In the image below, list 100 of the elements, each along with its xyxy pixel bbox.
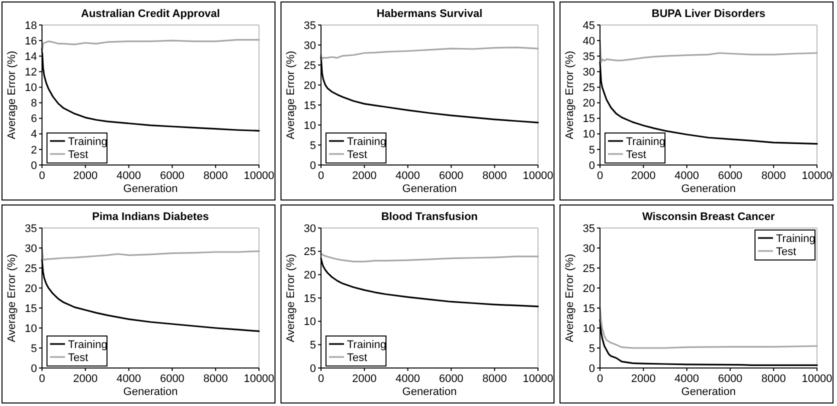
y-axis-title: Average Error (%) — [285, 254, 297, 342]
y-tick-label: 30 — [304, 222, 316, 235]
y-tick-label: 2 — [30, 144, 37, 156]
y-tick-label: 5 — [310, 340, 316, 352]
y-tick-label: 14 — [24, 50, 37, 63]
x-tick-label: 0 — [38, 373, 46, 385]
y-tick-label: 15 — [582, 113, 595, 126]
x-axis-title: Generation — [123, 183, 178, 195]
x-axis-title: Generation — [681, 386, 736, 398]
y-tick-label: 30 — [24, 242, 37, 255]
y-tick-label: 10 — [304, 120, 316, 132]
x-tick-label: 6000 — [438, 373, 464, 385]
x-tick-label: 6000 — [718, 170, 742, 182]
x-tick-label: 2000 — [73, 170, 98, 182]
y-tick-label: 20 — [582, 282, 595, 295]
y-tick-label: 5 — [30, 342, 37, 355]
y-tick-label: 0 — [30, 160, 37, 172]
y-tick-label: 0 — [588, 362, 595, 375]
y-axis-title: Average Error (%) — [285, 50, 297, 140]
legend-label: Training — [626, 136, 666, 148]
x-axis-title: Generation — [123, 386, 178, 398]
y-tick-label: 10 — [24, 82, 37, 94]
x-tick-label: 0 — [596, 373, 604, 385]
legend-label: Test — [347, 352, 368, 364]
x-axis-title: Generation — [402, 183, 457, 195]
chart-title: Pima Indians Diabetes — [92, 211, 209, 223]
y-tick-label: 30 — [304, 40, 316, 52]
y-tick-label: 25 — [582, 262, 595, 275]
x-tick-label: 4000 — [116, 373, 142, 385]
x-tick-label: 4000 — [396, 170, 420, 182]
y-tick-label: 0 — [588, 160, 595, 172]
y-tick-label: 0 — [310, 362, 316, 375]
x-tick-label: 2000 — [73, 373, 98, 385]
y-axis-title: Average Error (%) — [564, 50, 576, 140]
x-tick-label: 6000 — [718, 373, 742, 385]
y-tick-label: 8 — [30, 98, 37, 110]
y-tick-label: 10 — [24, 322, 37, 335]
y-tick-label: 0 — [30, 362, 37, 375]
y-axis-title: Average Error (%) — [6, 254, 18, 342]
y-tick-label: 15 — [24, 302, 37, 315]
legend-label: Training — [347, 136, 386, 148]
y-tick-label: 10 — [582, 128, 595, 141]
x-tick-label: 8000 — [482, 170, 507, 182]
chart-title: Blood Transfusion — [381, 211, 478, 223]
y-tick-label: 4 — [30, 128, 37, 141]
chart-title: Wisconsin Breast Cancer — [642, 211, 776, 223]
y-tick-label: 45 — [582, 20, 595, 32]
y-tick-label: 5 — [588, 342, 595, 355]
x-tick-label: 8000 — [761, 373, 786, 385]
x-tick-label: 10000 — [244, 170, 274, 182]
y-tick-label: 35 — [582, 50, 595, 63]
y-tick-label: 16 — [24, 35, 37, 48]
y-tick-label: 20 — [304, 80, 316, 92]
x-tick-label: 10000 — [522, 170, 554, 182]
y-tick-label: 25 — [24, 262, 37, 275]
x-axis-title: Generation — [681, 183, 736, 195]
x-tick-label: 2000 — [631, 373, 656, 385]
y-tick-label: 0 — [310, 160, 316, 172]
x-tick-label: 2000 — [352, 373, 377, 385]
y-tick-label: 5 — [310, 140, 316, 152]
chart-title: BUPA Liver Disorders — [652, 8, 766, 20]
legend-label: Test — [776, 246, 796, 258]
x-tick-label: 4000 — [674, 373, 700, 385]
y-tick-label: 40 — [582, 35, 595, 48]
x-tick-label: 4000 — [674, 170, 700, 182]
legend-label: Test — [626, 148, 646, 161]
y-tick-label: 25 — [582, 82, 595, 94]
y-tick-label: 6 — [30, 113, 37, 126]
legend-label: Test — [68, 148, 88, 161]
y-tick-label: 15 — [582, 302, 595, 315]
y-tick-label: 15 — [304, 100, 316, 112]
x-tick-label: 8000 — [761, 170, 786, 182]
legend-label: Test — [68, 352, 88, 364]
x-axis-title: Generation — [402, 386, 457, 398]
legend-label: Training — [347, 338, 386, 351]
x-tick-label: 6000 — [160, 170, 184, 182]
x-tick-label: 10000 — [244, 373, 274, 385]
x-tick-label: 2000 — [631, 170, 656, 182]
x-tick-label: 4000 — [396, 373, 420, 385]
x-tick-label: 6000 — [160, 373, 184, 385]
y-tick-label: 10 — [582, 322, 595, 335]
y-tick-label: 35 — [582, 222, 595, 235]
y-tick-label: 30 — [582, 66, 595, 79]
y-tick-label: 25 — [304, 60, 316, 72]
x-tick-label: 0 — [318, 170, 324, 182]
x-tick-label: 0 — [318, 373, 324, 385]
legend-label: Training — [776, 232, 816, 245]
y-axis-title: Average Error (%) — [6, 50, 18, 140]
y-tick-label: 25 — [304, 246, 316, 258]
x-tick-label: 10000 — [522, 373, 554, 385]
x-tick-label: 10000 — [802, 373, 832, 385]
y-axis-title: Average Error (%) — [564, 254, 576, 342]
y-tick-label: 20 — [24, 282, 37, 295]
x-tick-label: 8000 — [482, 373, 507, 385]
y-tick-label: 10 — [304, 316, 316, 328]
y-tick-label: 20 — [304, 270, 316, 282]
legend-label: Training — [68, 338, 108, 351]
x-tick-label: 8000 — [203, 373, 228, 385]
x-tick-label: 2000 — [352, 170, 377, 182]
y-tick-label: 35 — [304, 20, 316, 32]
